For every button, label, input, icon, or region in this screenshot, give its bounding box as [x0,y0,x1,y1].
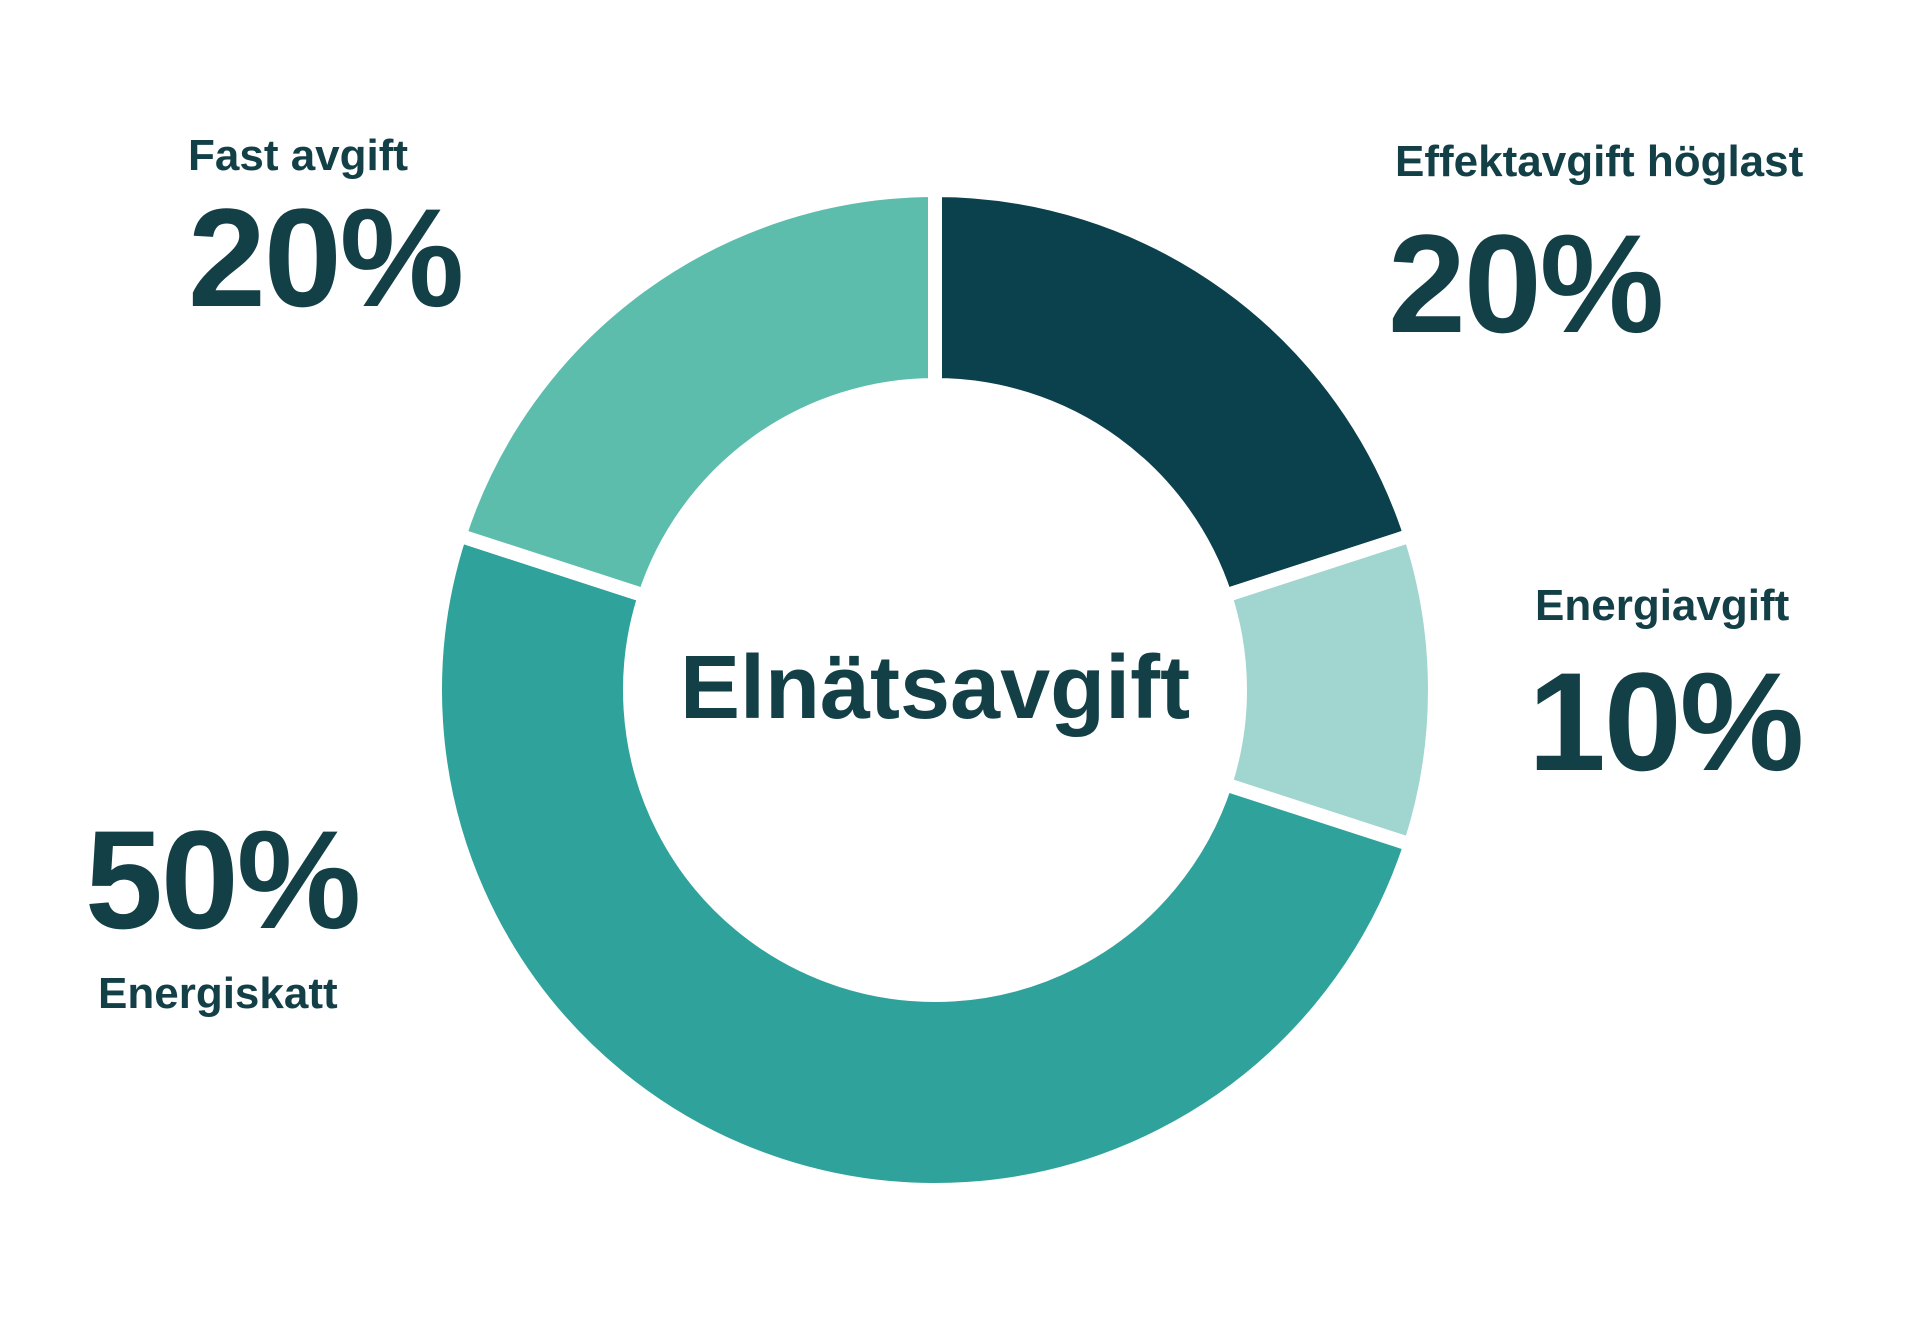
label-name-effektavgift: Effektavgift höglast [1395,137,1804,186]
donut-slices [428,182,1442,1197]
donut-slice-fast-avgift [450,182,942,605]
label-name-fast-avgift: Fast avgift [188,131,408,180]
label-name-energiskatt: Energiskatt [98,969,338,1018]
label-value-fast-avgift: 20% [188,179,462,336]
donut-slice-energiskatt [428,526,1420,1197]
chart-center-title: Elnätsavgift [680,638,1190,738]
donut-slice-effektavgift-h-glast [928,182,1420,605]
label-value-energiavgift: 10% [1528,643,1802,800]
label-value-energiskatt: 50% [85,801,359,958]
label-value-effektavgift: 20% [1388,205,1662,362]
label-name-energiavgift: Energiavgift [1535,581,1790,630]
